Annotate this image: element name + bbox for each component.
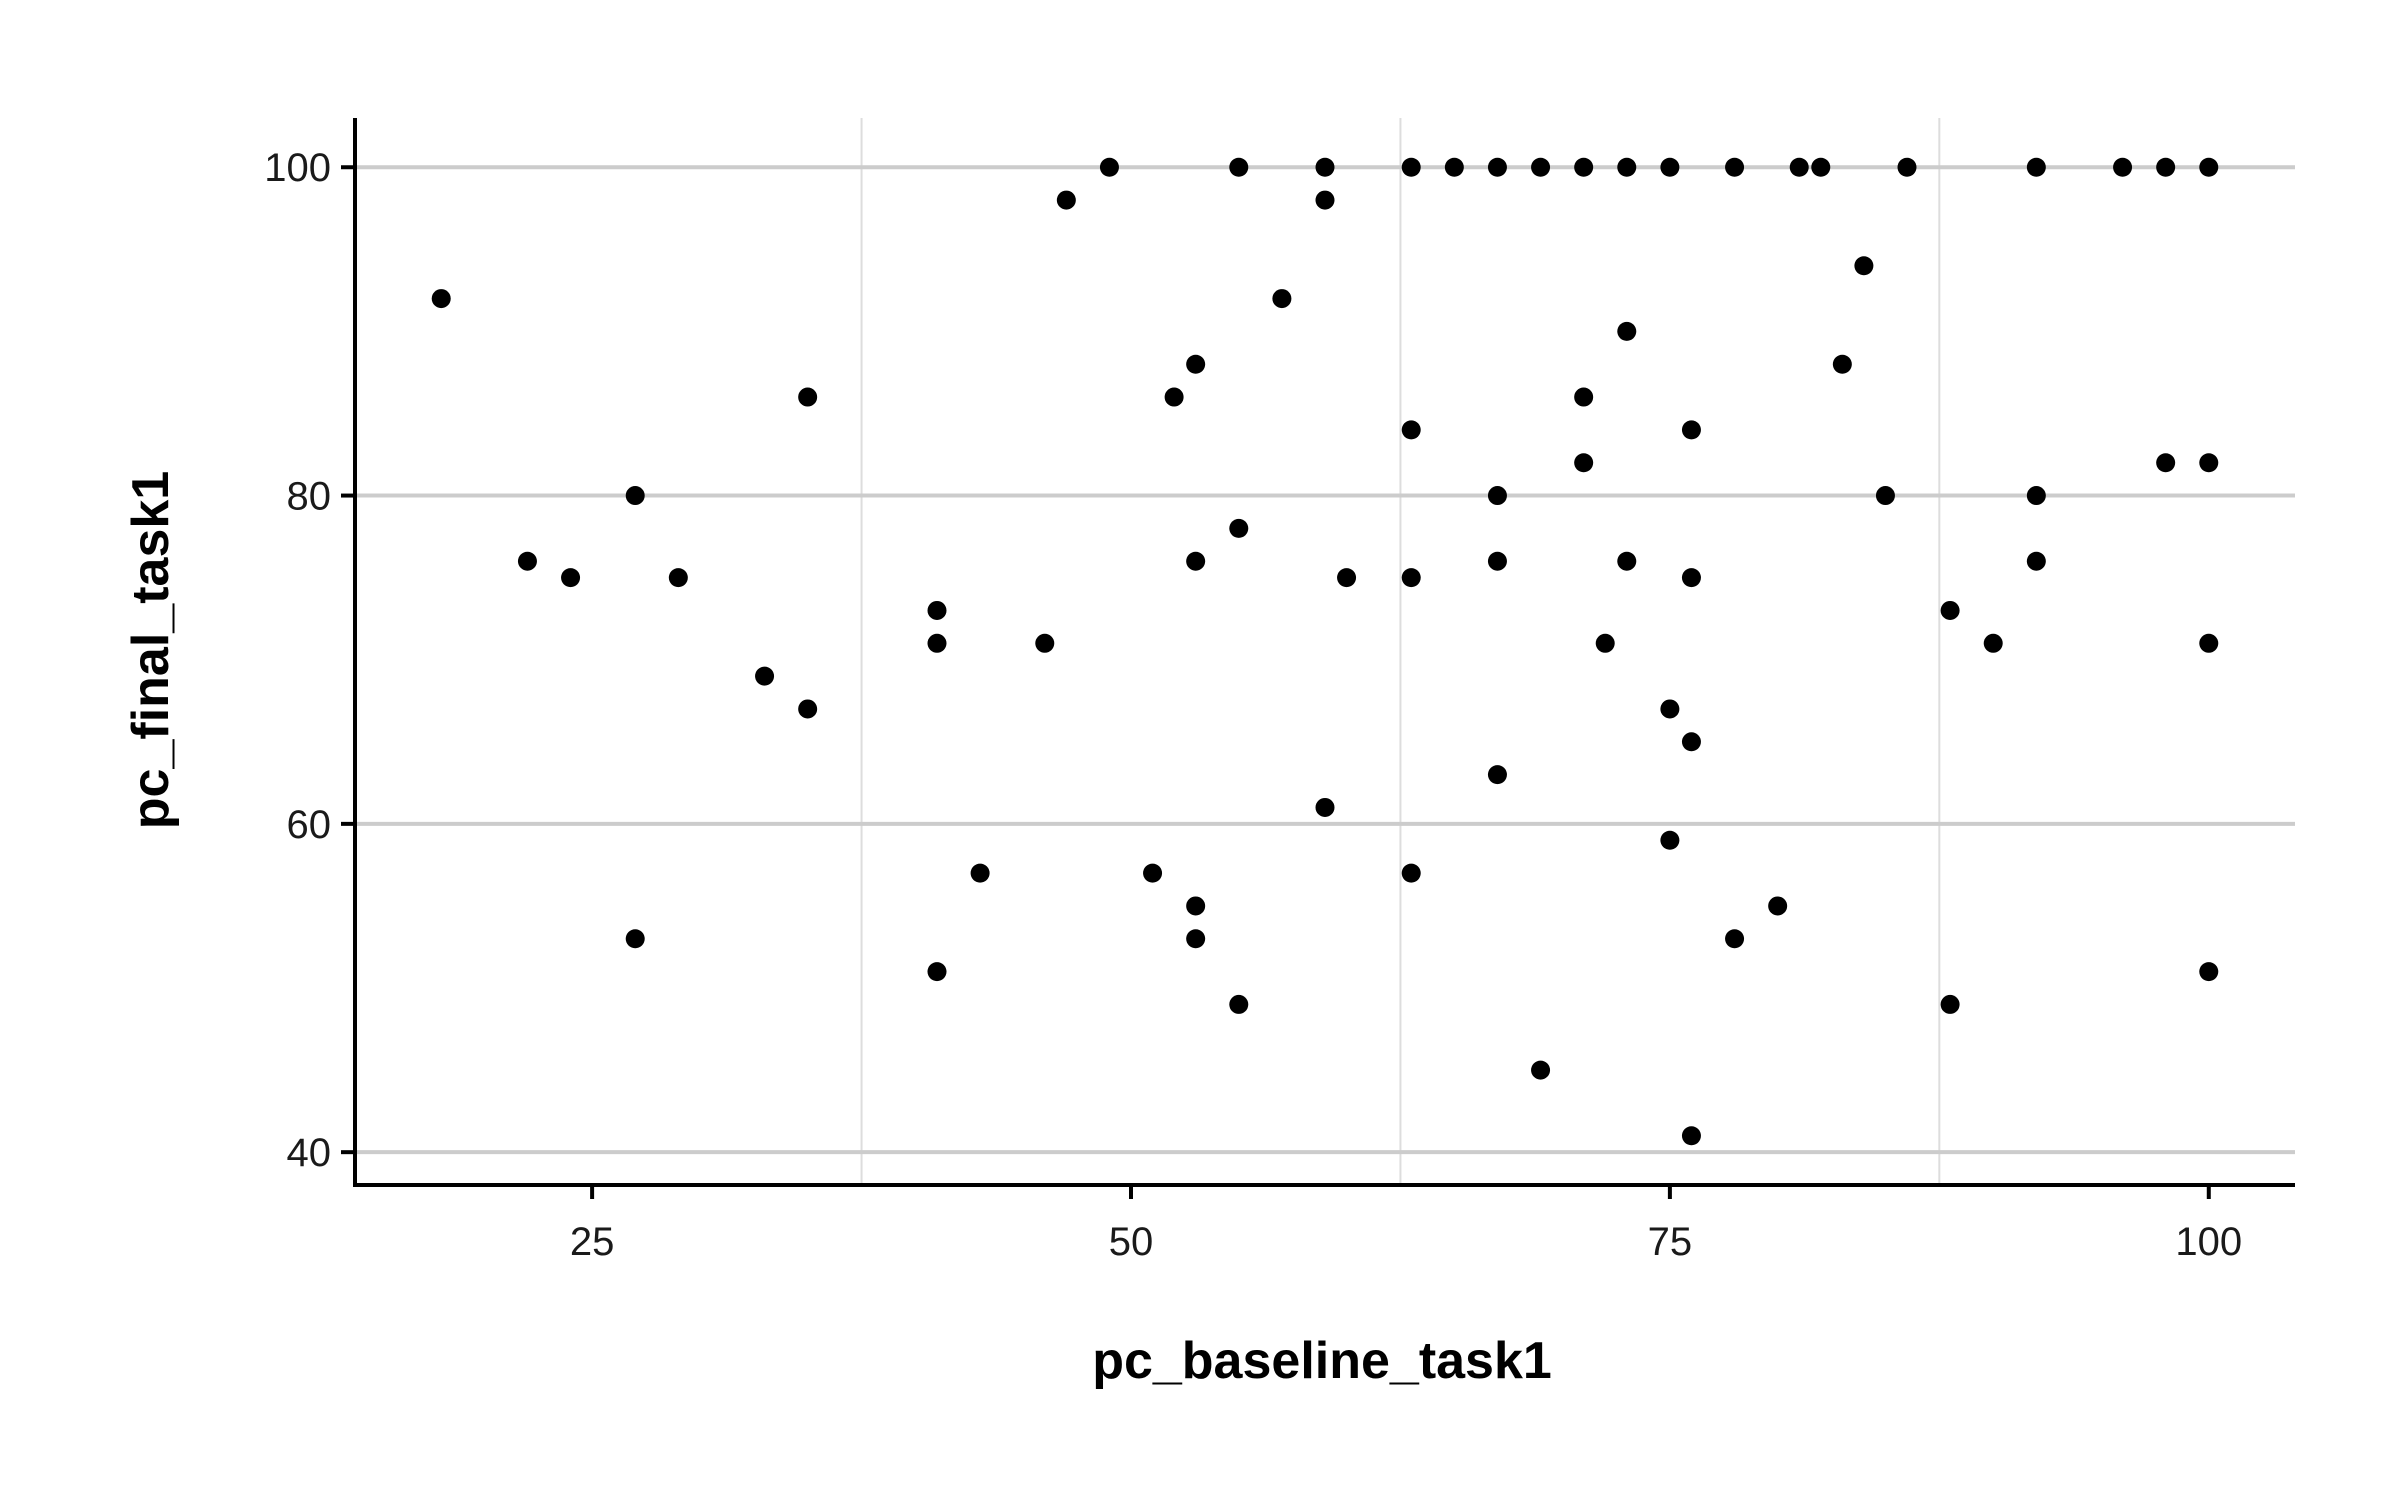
data-point xyxy=(517,551,537,571)
data-point xyxy=(1315,797,1335,817)
x-axis-title: pc_baseline_task1 xyxy=(1092,1332,1552,1390)
y-axis-title: pc_final_task1 xyxy=(122,471,180,829)
data-point xyxy=(1099,157,1119,177)
x-tick-label: 100 xyxy=(2175,1220,2242,1264)
data-point xyxy=(431,289,451,309)
data-point xyxy=(2199,453,2219,473)
data-point xyxy=(2199,962,2219,982)
data-point xyxy=(1487,486,1507,506)
data-point xyxy=(1854,256,1874,276)
data-point xyxy=(1056,190,1076,210)
data-point xyxy=(2026,157,2046,177)
data-point xyxy=(1186,551,1206,571)
data-point xyxy=(1595,633,1615,653)
data-point xyxy=(755,666,775,686)
data-point xyxy=(2156,453,2176,473)
data-point xyxy=(2199,157,2219,177)
data-point xyxy=(1487,157,1507,177)
data-point xyxy=(1035,633,1055,653)
data-point xyxy=(798,387,818,407)
data-point xyxy=(1725,157,1745,177)
data-point xyxy=(625,929,645,949)
tick-labels: 25 50 75 100 40 60 80 100 xyxy=(264,146,2242,1264)
data-point xyxy=(1617,157,1637,177)
axes xyxy=(341,118,2295,1199)
data-point xyxy=(970,863,990,883)
data-point xyxy=(1725,929,1745,949)
data-point xyxy=(2156,157,2176,177)
data-point xyxy=(561,568,581,588)
data-point xyxy=(1186,929,1206,949)
y-tick-label: 80 xyxy=(287,475,332,519)
y-tick-label: 60 xyxy=(287,803,332,847)
y-tick-label: 40 xyxy=(287,1131,332,1175)
data-point xyxy=(1444,157,1464,177)
data-point xyxy=(2199,633,2219,653)
x-tick-label: 50 xyxy=(1109,1220,1154,1264)
data-point xyxy=(2026,551,2046,571)
data-point xyxy=(1229,518,1249,538)
data-point xyxy=(1660,830,1680,850)
data-point xyxy=(1811,157,1831,177)
data-point xyxy=(1186,354,1206,374)
grid xyxy=(355,118,2295,1185)
data-point xyxy=(1940,994,1960,1014)
data-point xyxy=(1143,863,1163,883)
data-point xyxy=(927,633,947,653)
x-tick-label: 75 xyxy=(1648,1220,1693,1264)
data-point xyxy=(1186,896,1206,916)
data-point xyxy=(1164,387,1184,407)
data-point xyxy=(1401,420,1421,440)
data-point xyxy=(1487,551,1507,571)
data-point xyxy=(1574,453,1594,473)
data-point xyxy=(1401,863,1421,883)
data-point xyxy=(1229,157,1249,177)
data-point xyxy=(1983,633,2003,653)
data-point xyxy=(1681,568,1701,588)
data-point xyxy=(2026,486,2046,506)
x-tick-label: 25 xyxy=(570,1220,615,1264)
data-point xyxy=(1897,157,1917,177)
data-point xyxy=(2113,157,2133,177)
data-point xyxy=(1401,568,1421,588)
data-point xyxy=(1617,321,1637,341)
data-point xyxy=(1401,157,1421,177)
data-point xyxy=(1660,699,1680,719)
data-points xyxy=(431,157,2219,1146)
data-point xyxy=(1272,289,1292,309)
data-point xyxy=(1681,732,1701,752)
data-point xyxy=(1768,896,1788,916)
data-point xyxy=(927,600,947,620)
data-point xyxy=(1875,486,1895,506)
data-point xyxy=(1574,157,1594,177)
data-point xyxy=(1574,387,1594,407)
data-point xyxy=(1617,551,1637,571)
data-point xyxy=(1789,157,1809,177)
data-point xyxy=(1531,157,1551,177)
data-point xyxy=(668,568,688,588)
data-point xyxy=(1681,420,1701,440)
data-point xyxy=(927,962,947,982)
data-point xyxy=(1315,157,1335,177)
y-tick-label: 100 xyxy=(264,146,331,190)
data-point xyxy=(1229,994,1249,1014)
data-point xyxy=(1832,354,1852,374)
data-point xyxy=(1531,1060,1551,1080)
data-point xyxy=(1315,190,1335,210)
data-point xyxy=(1681,1126,1701,1146)
data-point xyxy=(1940,600,1960,620)
data-point xyxy=(1660,157,1680,177)
data-point xyxy=(798,699,818,719)
data-point xyxy=(1337,568,1357,588)
data-point xyxy=(625,486,645,506)
data-point xyxy=(1487,765,1507,785)
